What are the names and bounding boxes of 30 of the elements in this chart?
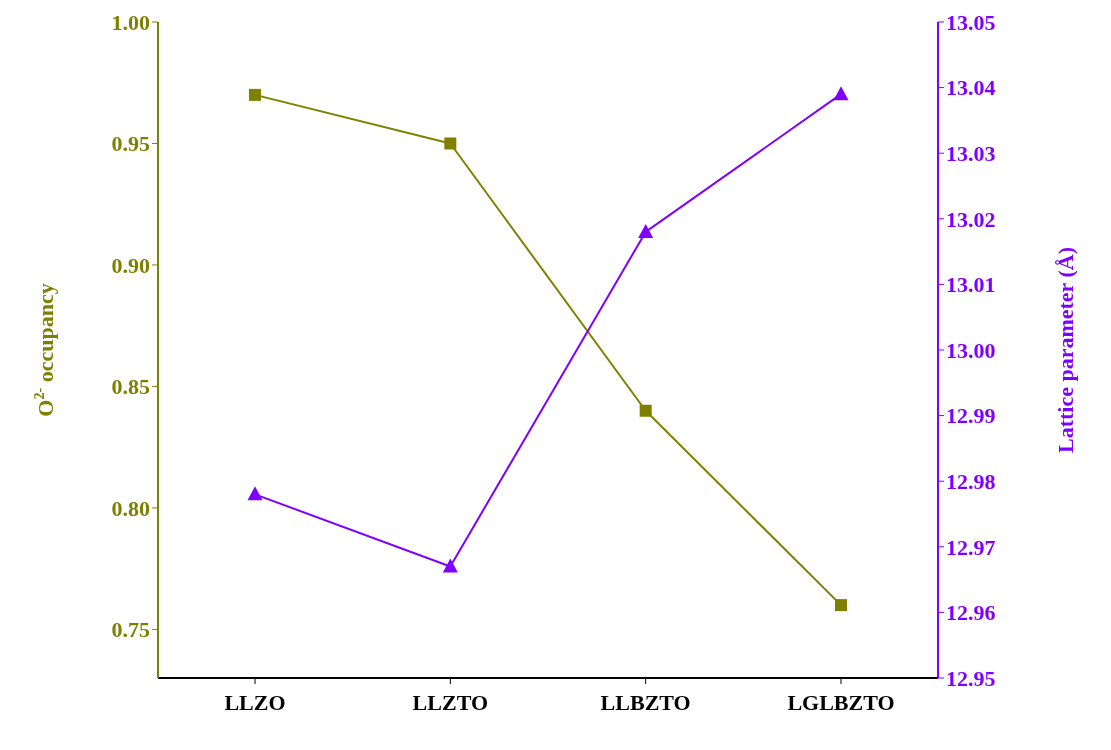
y2-tick-label: 12.96 <box>946 600 996 626</box>
point <box>249 88 261 101</box>
x-tick-label: LGLBZTO <box>787 689 895 715</box>
point <box>442 558 458 573</box>
y2-axis-title: Lattice parameter (Å) <box>1053 246 1079 454</box>
y2-tick-label: 12.99 <box>946 403 996 429</box>
y-tick-label: 0.80 <box>111 495 150 521</box>
y-tick-label: 0.90 <box>111 252 150 278</box>
y2-tick-label: 13.05 <box>946 9 996 35</box>
y-tick-label: 0.75 <box>111 617 150 643</box>
y-tick-label: 0.85 <box>111 374 150 400</box>
point <box>639 404 652 417</box>
point <box>638 223 654 238</box>
y2-tick-label: 13.03 <box>946 141 996 167</box>
point <box>444 137 457 150</box>
y2-tick-label: 13.02 <box>946 206 996 232</box>
y2-tick-label: 12.98 <box>946 469 996 495</box>
point <box>833 86 849 101</box>
y2-tick-label: 13.01 <box>946 272 996 298</box>
y-tick-label: 1.00 <box>111 9 150 35</box>
x-tick-label: LLZTO <box>412 689 489 715</box>
x-tick-label: LLZO <box>224 689 286 715</box>
y2-tick-label: 13.00 <box>946 337 996 363</box>
y-tick-label: 0.95 <box>111 131 150 157</box>
point <box>247 486 263 501</box>
y2-tick-label: 12.95 <box>946 665 996 691</box>
point <box>835 599 847 612</box>
y2-tick-label: 13.04 <box>946 75 996 101</box>
x-tick-label: LLBZTO <box>600 689 691 715</box>
y2-tick-label: 12.97 <box>946 534 996 560</box>
